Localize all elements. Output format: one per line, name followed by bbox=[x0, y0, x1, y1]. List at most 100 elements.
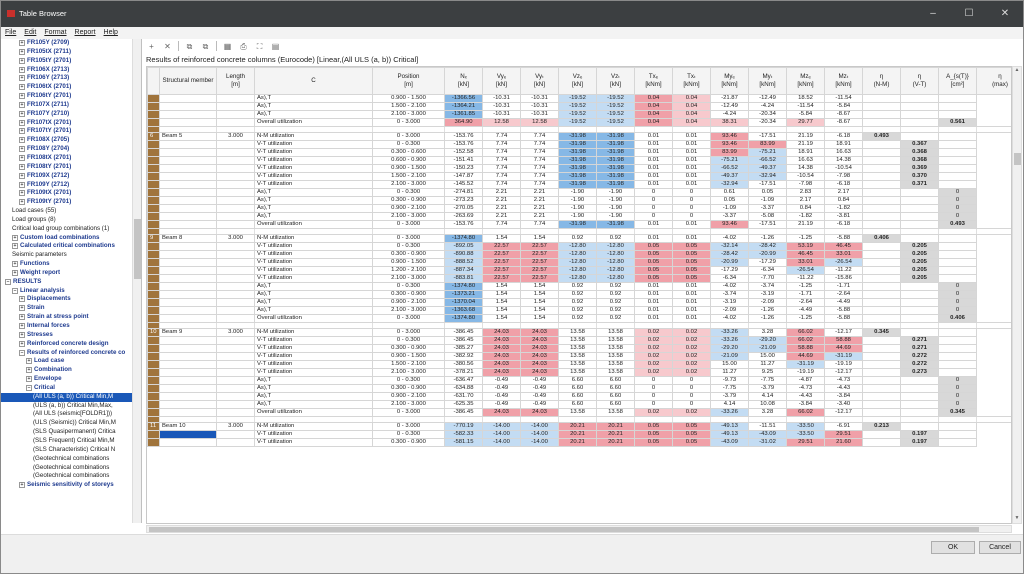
position-cell[interactable]: 1.500 - 2.100 bbox=[372, 172, 445, 181]
value-cell[interactable]: 0 bbox=[634, 188, 673, 197]
value-cell[interactable]: 0.92 bbox=[596, 234, 635, 243]
value-cell[interactable] bbox=[862, 242, 901, 251]
scroll-down-icon[interactable]: ▼ bbox=[1014, 515, 1020, 521]
value-cell[interactable]: 7.74 bbox=[520, 180, 559, 189]
value-cell[interactable] bbox=[862, 172, 901, 181]
member-cell[interactable] bbox=[159, 336, 217, 345]
length-cell[interactable] bbox=[216, 266, 255, 275]
value-cell[interactable]: 2.21 bbox=[520, 204, 559, 213]
value-cell[interactable]: 0.493 bbox=[862, 132, 901, 141]
value-cell[interactable]: -2.09 bbox=[748, 298, 787, 307]
type-cell[interactable]: V-T utilization bbox=[254, 140, 373, 149]
value-cell[interactable] bbox=[862, 392, 901, 401]
value-cell[interactable]: -386.45 bbox=[444, 408, 483, 417]
value-cell[interactable]: -31.98 bbox=[596, 156, 635, 165]
position-cell[interactable]: 0 - 0.300 bbox=[372, 336, 445, 345]
tree-item[interactable]: Critical load group combinations (1) bbox=[1, 225, 141, 234]
value-cell[interactable]: 0 bbox=[634, 196, 673, 205]
value-cell[interactable]: -1373.21 bbox=[444, 290, 483, 299]
type-cell[interactable]: As),T bbox=[254, 188, 373, 197]
value-cell[interactable]: -3.19 bbox=[748, 290, 787, 299]
value-cell[interactable] bbox=[900, 234, 939, 243]
position-cell[interactable]: 2.100 - 3.000 bbox=[372, 306, 445, 315]
value-cell[interactable] bbox=[862, 430, 901, 439]
value-cell[interactable]: -4.87 bbox=[786, 376, 825, 385]
column-header[interactable]: η (N-M) bbox=[862, 67, 901, 95]
tree-item[interactable]: + Reinforced concrete design bbox=[1, 340, 141, 349]
length-cell[interactable] bbox=[216, 242, 255, 251]
type-cell[interactable]: V-T utilization bbox=[254, 430, 373, 439]
value-cell[interactable]: -31.98 bbox=[558, 140, 597, 149]
value-cell[interactable]: 0.01 bbox=[634, 282, 673, 291]
tree-item[interactable]: + FR107tX (2701) bbox=[1, 119, 141, 128]
value-cell[interactable]: 0.04 bbox=[634, 102, 673, 111]
tree-item[interactable]: + FR106tX (2701) bbox=[1, 83, 141, 92]
row-index-cell[interactable] bbox=[147, 314, 160, 323]
value-cell[interactable]: -12.80 bbox=[596, 266, 635, 275]
tree-item[interactable]: + FR106X (2713) bbox=[1, 66, 141, 75]
collapse-icon[interactable]: – bbox=[12, 287, 18, 294]
column-header[interactable] bbox=[147, 67, 160, 95]
value-cell[interactable]: 38.31 bbox=[710, 118, 749, 127]
row-index-cell[interactable] bbox=[147, 306, 160, 315]
value-cell[interactable]: -19.52 bbox=[558, 94, 597, 103]
length-cell[interactable] bbox=[216, 94, 255, 103]
value-cell[interactable] bbox=[900, 212, 939, 221]
value-cell[interactable]: -14.00 bbox=[482, 430, 521, 439]
value-cell[interactable]: -31.98 bbox=[558, 148, 597, 157]
value-cell[interactable]: -31.98 bbox=[596, 164, 635, 173]
value-cell[interactable]: -883.81 bbox=[444, 274, 483, 283]
value-cell[interactable]: -4.24 bbox=[710, 110, 749, 119]
table-row[interactable]: As),T 0.300 - 0.900 -273.23 2.21 2.21 -1.90 -1… bbox=[147, 196, 1012, 205]
value-cell[interactable] bbox=[862, 220, 901, 229]
value-cell[interactable]: 0.02 bbox=[634, 360, 673, 369]
value-cell[interactable]: 0.01 bbox=[634, 180, 673, 189]
member-cell[interactable] bbox=[159, 258, 217, 267]
value-cell[interactable]: 0.01 bbox=[634, 234, 673, 243]
table-row[interactable]: As),T 0 - 0.300 -1374.80 1.54 1.54 0.92 0.92 0.… bbox=[147, 282, 1012, 291]
value-cell[interactable] bbox=[900, 196, 939, 205]
tree-item[interactable]: + Seismic sensitivity of storeys bbox=[1, 481, 141, 490]
value-cell[interactable]: 0 bbox=[938, 306, 977, 315]
value-cell[interactable]: -0.49 bbox=[482, 384, 521, 393]
value-cell[interactable]: 0.01 bbox=[672, 298, 711, 307]
value-cell[interactable]: 0.01 bbox=[672, 220, 711, 229]
value-cell[interactable]: -5.88 bbox=[824, 314, 863, 323]
value-cell[interactable]: 1.54 bbox=[520, 306, 559, 315]
value-cell[interactable]: -382.92 bbox=[444, 352, 483, 361]
value-cell[interactable]: 0 bbox=[938, 204, 977, 213]
value-cell[interactable]: -11.22 bbox=[786, 274, 825, 283]
value-cell[interactable]: 0.05 bbox=[672, 266, 711, 275]
value-cell[interactable]: 0.04 bbox=[672, 94, 711, 103]
value-cell[interactable]: 0 bbox=[938, 290, 977, 299]
value-cell[interactable] bbox=[900, 118, 939, 127]
type-cell[interactable]: As),T bbox=[254, 298, 373, 307]
tree-item[interactable]: + Combination bbox=[1, 366, 141, 375]
expand-icon[interactable]: + bbox=[12, 269, 18, 276]
table-row[interactable]: V-T utilization 0.300 - 0.900 -581.15 -14.0… bbox=[147, 438, 1012, 447]
value-cell[interactable] bbox=[862, 148, 901, 157]
value-cell[interactable]: 13.58 bbox=[596, 408, 635, 417]
type-cell[interactable]: N-M utilization bbox=[254, 132, 373, 141]
member-cell[interactable] bbox=[159, 290, 217, 299]
member-cell[interactable]: Beam 5 bbox=[159, 132, 217, 141]
value-cell[interactable]: -270.05 bbox=[444, 204, 483, 213]
value-cell[interactable]: 83.99 bbox=[710, 148, 749, 157]
value-cell[interactable]: -5.84 bbox=[824, 102, 863, 111]
value-cell[interactable]: 10.08 bbox=[748, 400, 787, 409]
value-cell[interactable]: 1.54 bbox=[482, 234, 521, 243]
value-cell[interactable]: -31.02 bbox=[748, 438, 787, 447]
member-cell[interactable] bbox=[159, 188, 217, 197]
value-cell[interactable]: -888.52 bbox=[444, 258, 483, 267]
tree-item[interactable]: + FR109X (2712) bbox=[1, 172, 141, 181]
position-cell[interactable]: 0.900 - 2.100 bbox=[372, 204, 445, 213]
value-cell[interactable]: -147.87 bbox=[444, 172, 483, 181]
table-row[interactable]: V-T utilization 2.100 - 3.000 -883.81 22.57… bbox=[147, 274, 1012, 283]
value-cell[interactable]: -33.50 bbox=[786, 430, 825, 439]
position-cell[interactable]: 0.300 - 0.900 bbox=[372, 250, 445, 259]
value-cell[interactable]: -12.80 bbox=[596, 250, 635, 259]
member-cell[interactable] bbox=[159, 314, 217, 323]
value-cell[interactable]: 0.01 bbox=[634, 148, 673, 157]
row-index-cell[interactable] bbox=[147, 220, 160, 229]
value-cell[interactable] bbox=[862, 258, 901, 267]
